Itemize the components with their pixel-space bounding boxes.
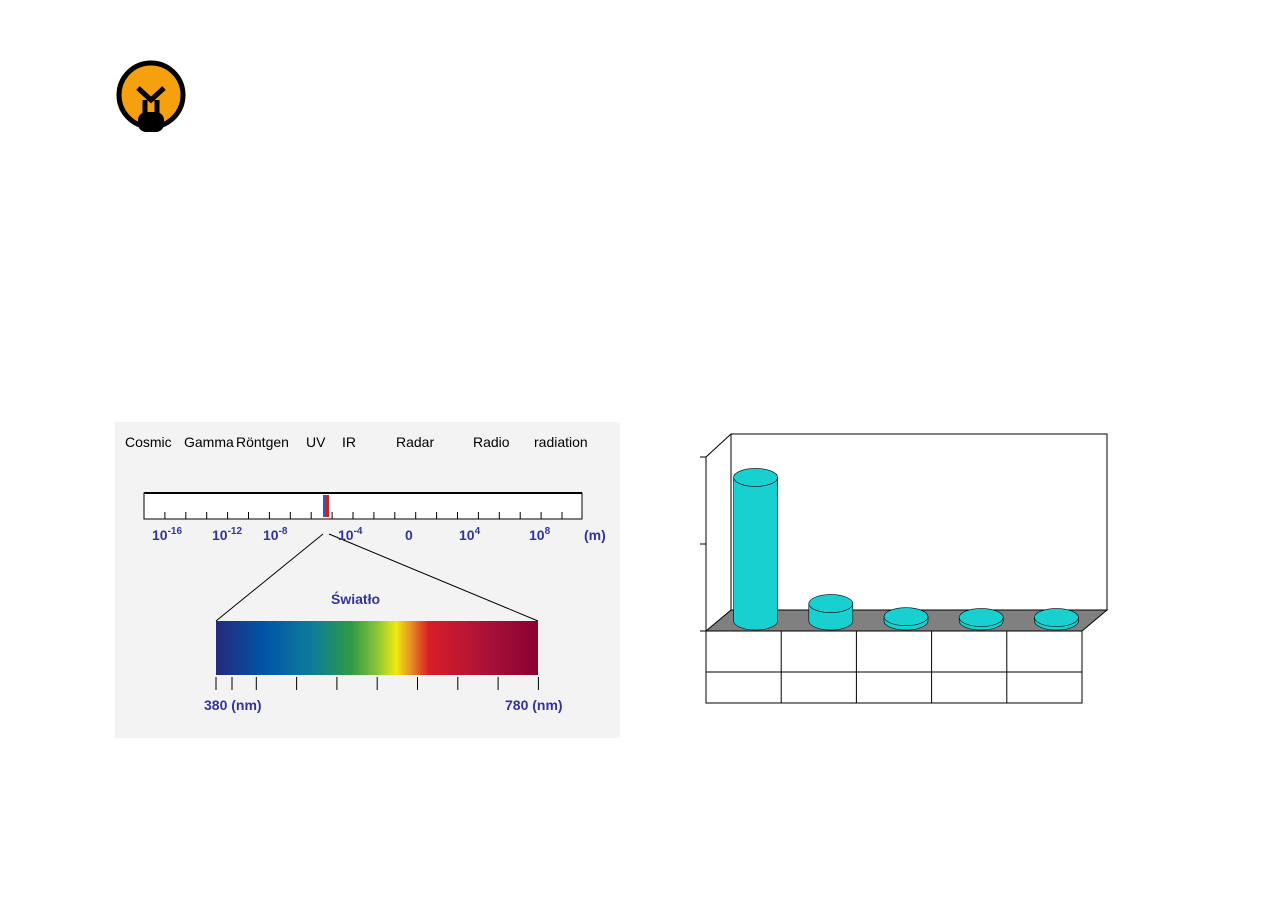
back-wall — [730, 433, 1108, 611]
scale-exp: -8 — [279, 526, 288, 537]
spectrum-panel — [115, 422, 620, 738]
cylinder — [958, 608, 1004, 631]
cylinder-top — [808, 594, 854, 613]
cylinder-top — [958, 608, 1004, 627]
data-table — [705, 630, 1083, 704]
scale-label: 10-12 — [212, 526, 242, 543]
scale-bar — [143, 492, 583, 520]
scale-label: 10-4 — [338, 526, 363, 543]
to-label: 780 (nm) — [505, 697, 563, 713]
scale-base: 10 — [212, 527, 228, 543]
cylinder — [1034, 608, 1079, 631]
scale-exp: 4 — [475, 526, 481, 537]
scale-label: 10-16 — [152, 526, 182, 543]
scale-exp: -12 — [228, 526, 243, 537]
band-label: Röntgen — [236, 434, 289, 450]
cylinder — [733, 468, 778, 631]
scale-base: 10 — [338, 527, 354, 543]
scale-exp: 8 — [545, 526, 551, 537]
scale-label: 108 — [529, 526, 551, 543]
cylinder — [883, 607, 929, 631]
scale-base: 10 — [263, 527, 279, 543]
from-label: 380 (nm) — [204, 697, 262, 713]
scale-label: (m) — [584, 527, 606, 543]
band-label: IR — [342, 434, 356, 450]
scale-base: 0 — [405, 527, 413, 543]
zoom-lines — [215, 533, 539, 622]
scale-base: 10 — [152, 527, 168, 543]
scale-base: 10 — [529, 527, 545, 543]
band-label: Radio — [473, 434, 510, 450]
band-label: Cosmic — [125, 434, 172, 450]
scale-exp: -16 — [168, 526, 183, 537]
scale-base: (m) — [584, 527, 606, 543]
light-label: Światło — [331, 590, 380, 607]
cylinder-top — [883, 607, 929, 626]
visible-spectrum — [216, 621, 538, 675]
cylinder — [808, 594, 854, 631]
y-axis — [705, 433, 732, 631]
scale-exp: -4 — [354, 526, 363, 537]
band-label: Radar — [396, 434, 434, 450]
cylinder-top — [733, 468, 778, 487]
scale-label: 104 — [459, 526, 481, 543]
scale-label: 10-8 — [263, 526, 288, 543]
band-label: Gamma — [184, 434, 234, 450]
scale-label: 0 — [405, 527, 413, 543]
scale-base: 10 — [459, 527, 475, 543]
band-label: radiation — [534, 434, 588, 450]
bulb-icon — [116, 60, 186, 132]
cylinder-body — [733, 477, 778, 631]
band-label: UV — [306, 434, 326, 450]
cylinder-top — [1034, 608, 1079, 627]
